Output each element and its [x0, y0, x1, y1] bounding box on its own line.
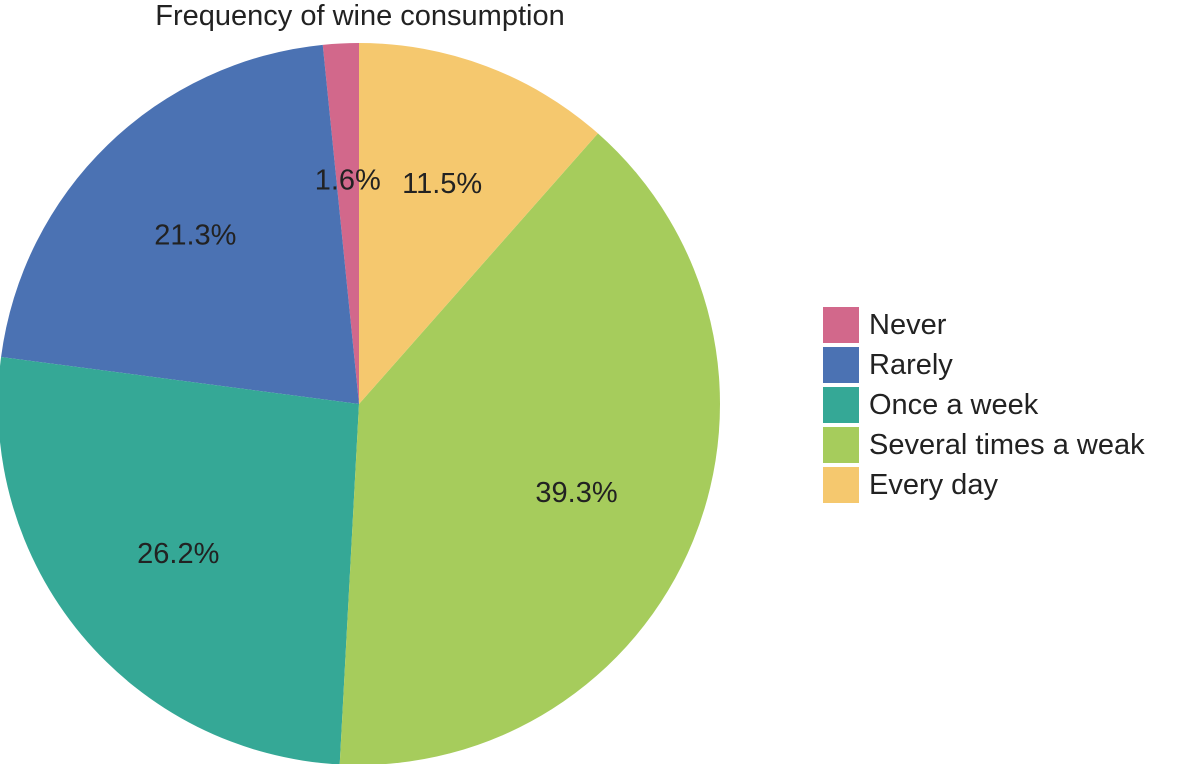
pie-slice-label: 21.3%: [154, 219, 236, 251]
chart-legend: Never Rarely Once a week Several times a we…: [823, 305, 1145, 505]
legend-item: Once a week: [823, 385, 1145, 425]
legend-label: Every day: [869, 469, 998, 501]
pie-slice-label: 39.3%: [535, 477, 617, 509]
legend-label: Never: [869, 309, 947, 341]
legend-item: Rarely: [823, 345, 1145, 385]
pie-slice-several-times-a-weak: [339, 133, 720, 764]
legend-swatch: [823, 467, 859, 503]
pie-slice-never: [322, 43, 359, 404]
chart-title: Frequency of wine consumption: [155, 0, 565, 32]
legend-label: Several times a weak: [869, 429, 1145, 461]
legend-label: Rarely: [869, 349, 953, 381]
legend-item: Never: [823, 305, 1145, 345]
pie-slice-rarely: [1, 44, 359, 405]
pie-slice-every-day: [359, 43, 598, 404]
legend-label: Once a week: [869, 389, 1039, 421]
legend-item: Several times a weak: [823, 425, 1145, 465]
pie-slices: [0, 43, 720, 764]
legend-item: Every day: [823, 465, 1145, 505]
pie-slice-label: 26.2%: [137, 538, 219, 570]
pie-slice-once-a-week: [0, 357, 359, 764]
legend-swatch: [823, 347, 859, 383]
legend-swatch: [823, 307, 859, 343]
pie-slice-label: 11.5%: [402, 168, 482, 200]
legend-swatch: [823, 427, 859, 463]
legend-swatch: [823, 387, 859, 423]
pie-slice-labels: 1.6% 21.3% 26.2% 39.3% 11.5%: [137, 164, 617, 570]
pie-slice-label: 1.6%: [315, 164, 381, 196]
